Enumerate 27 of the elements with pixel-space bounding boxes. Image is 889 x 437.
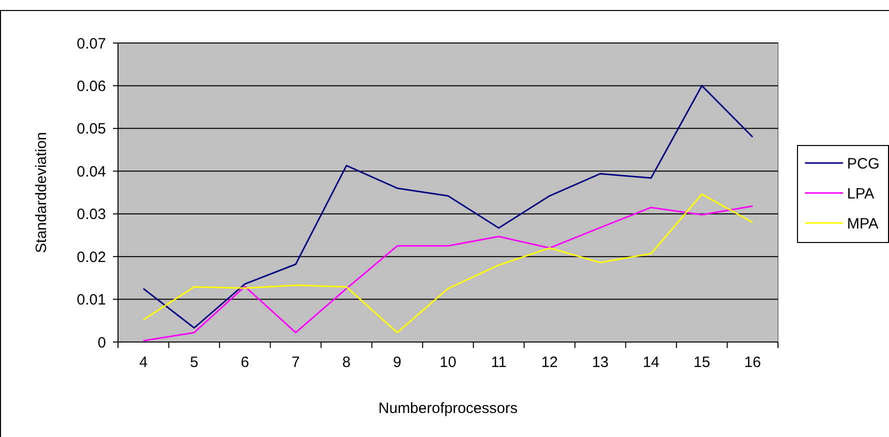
x-tick-label: 11 [490, 354, 507, 371]
legend-label: LPA [847, 185, 874, 202]
legend-label: PCG [847, 155, 880, 172]
y-tick-label: 0.03 [76, 206, 106, 224]
y-tick-label: 0.02 [76, 248, 106, 266]
y-tick-label: 0.05 [76, 120, 106, 138]
x-tick-label: 13 [592, 354, 609, 371]
line-series [142, 84, 754, 329]
y-tick-label: 0.07 [76, 35, 106, 52]
y-tick-label: 0 [98, 334, 106, 352]
x-tick-label: 8 [342, 354, 351, 371]
y-tick-label: 0.01 [76, 292, 106, 309]
y-tick-label: 0.06 [76, 78, 106, 95]
x-tick-label: 4 [139, 354, 148, 371]
x-tick-label: 5 [190, 354, 198, 371]
x-tick-label: 16 [744, 354, 761, 371]
x-tick-label: 7 [292, 354, 300, 371]
x-tick-label: 14 [642, 354, 660, 371]
x-axis-title: Numberofprocessors [378, 400, 518, 417]
y-tick-label: 0.04 [76, 163, 106, 180]
x-tick-label: 12 [541, 354, 558, 371]
legend-label: MPA [847, 215, 878, 232]
x-tick-label: 6 [240, 354, 250, 371]
y-axis-title: Standarddeviation [33, 132, 50, 253]
x-tick-label: 10 [440, 354, 456, 371]
x-tick-label: 9 [393, 354, 402, 371]
x-tick-label: 15 [694, 354, 710, 371]
